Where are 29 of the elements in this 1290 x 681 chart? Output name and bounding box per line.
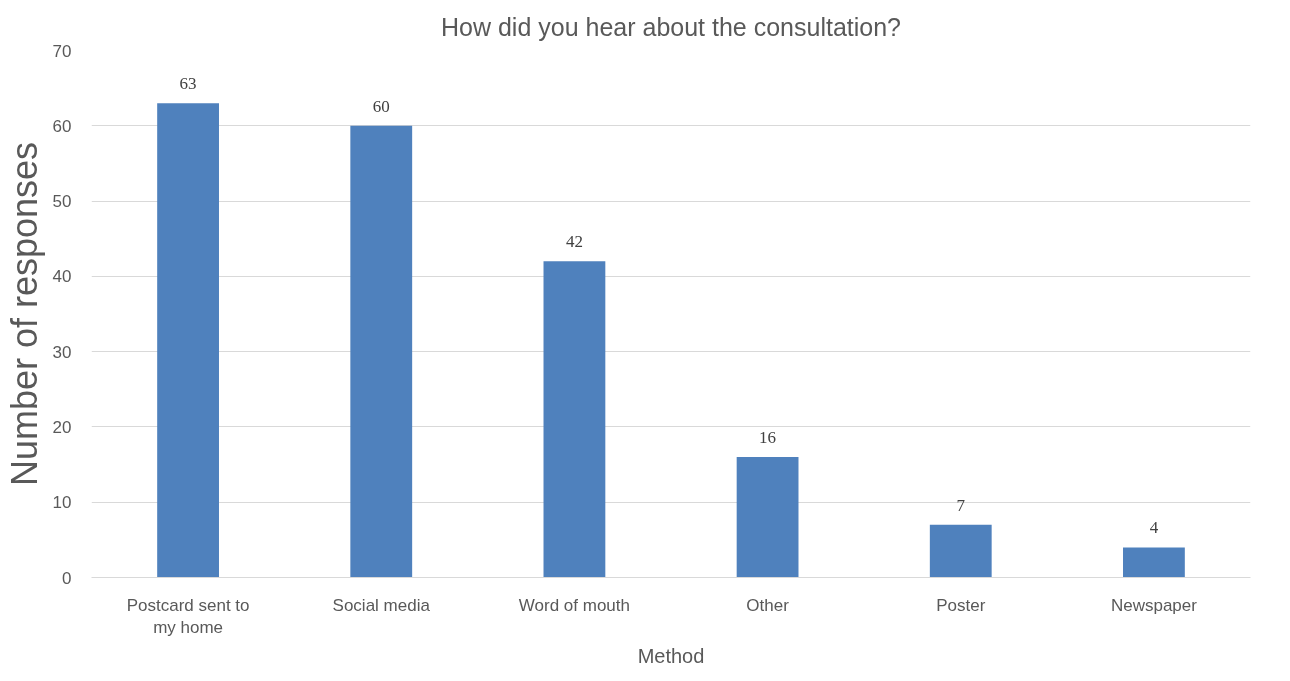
bar: [543, 261, 606, 578]
data-label: 63: [179, 74, 197, 94]
y-tick-label: 30: [52, 342, 72, 362]
chart-title: How did you hear about the consultation?: [440, 12, 902, 41]
bar: [736, 457, 799, 578]
x-tick-label: Other: [746, 595, 790, 615]
data-label: 7: [956, 495, 966, 515]
y-tick-label: 60: [52, 116, 72, 136]
y-tick-label: 20: [52, 417, 72, 437]
data-label: 60: [372, 96, 390, 116]
y-axis-title: Number of responses: [3, 141, 45, 487]
y-tick-label: 40: [52, 267, 72, 287]
data-label: 16: [759, 428, 777, 448]
y-tick-label: 50: [52, 192, 72, 212]
x-tick-label: Newspaper: [1110, 595, 1198, 615]
bar: [929, 524, 992, 578]
bar: [157, 103, 219, 578]
x-tick-label: Postcard sent to my home: [126, 595, 250, 638]
y-tick-label: 10: [52, 493, 72, 513]
x-tick-label: Word of mouth: [518, 595, 631, 615]
bar: [350, 125, 413, 578]
x-axis-title: Method: [637, 645, 705, 668]
y-tick-label: 70: [52, 41, 72, 61]
data-label: 42: [565, 232, 583, 252]
data-label: 4: [1149, 518, 1159, 538]
bar: [1123, 547, 1185, 578]
y-tick-label: 0: [62, 568, 72, 588]
x-tick-label: Poster: [936, 595, 986, 615]
x-tick-label: Social media: [332, 595, 431, 615]
